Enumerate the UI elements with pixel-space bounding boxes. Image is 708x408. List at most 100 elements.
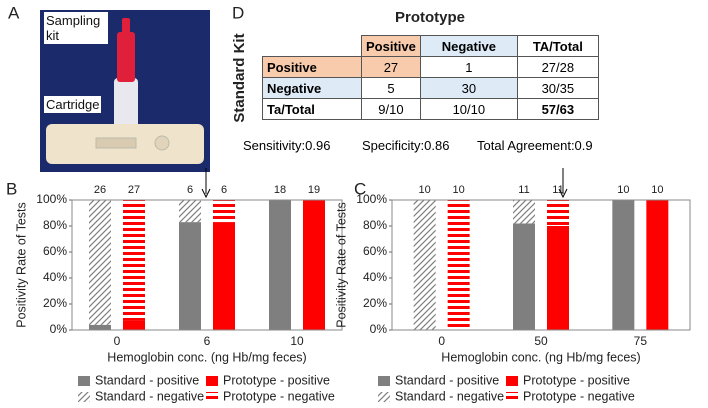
y-tick-label: 40% (43, 270, 67, 284)
y-tick-label: 20% (363, 296, 387, 310)
y-axis-label: Positivity Rate of Tests (334, 202, 348, 328)
bar-total: 11 (552, 184, 563, 196)
column-header: Positive (361, 35, 421, 57)
row-header: Negative (262, 77, 362, 99)
bar-negative (123, 200, 145, 321)
bar-negative (179, 200, 201, 223)
bar-total: 18 (274, 184, 286, 196)
legend-swatch (506, 376, 518, 386)
y-tick-label: 0% (50, 322, 68, 336)
row-header: Ta/Total (262, 98, 362, 120)
panel-label: C (354, 179, 366, 198)
bar-negative (547, 200, 569, 226)
legend-swatch (506, 392, 518, 402)
y-tick-label: 100% (356, 192, 387, 206)
legend-label: Standard - positive (395, 373, 499, 387)
tube-cap (117, 32, 135, 82)
legend-label: Prototype - negative (223, 389, 335, 403)
agreement-table: Positive Negative TA/Total Positive 27 1… (262, 35, 599, 120)
bar-positive (303, 200, 325, 330)
metric: Sensitivity:0.96 (243, 138, 331, 153)
x-tick-label: 6 (204, 334, 211, 348)
x-tick-label: 50 (534, 334, 548, 348)
legend-swatch (206, 376, 218, 386)
legend-label: Prototype - negative (523, 389, 635, 403)
cell: 5 (361, 77, 421, 99)
y-tick-label: 60% (43, 244, 67, 258)
bar-negative (513, 200, 535, 224)
bar-total: 10 (617, 184, 629, 196)
bar-total: 11 (518, 184, 529, 196)
bar-positive (179, 222, 201, 330)
photo-label: Cartridge (44, 96, 102, 113)
y-tick-label: 100% (36, 192, 67, 206)
y-tick-label: 80% (363, 218, 387, 232)
y-tick-label: 40% (363, 270, 387, 284)
bar-positive (269, 200, 291, 330)
bar-negative (213, 200, 235, 223)
bar-positive (646, 200, 669, 330)
metric: Specificity:0.86 (362, 138, 450, 153)
panel-label: D (232, 3, 244, 22)
bar-total: 26 (94, 184, 106, 196)
photo-label: Sampling kit (44, 12, 108, 44)
tube-tip (122, 18, 130, 34)
legend-label: Standard - positive (95, 373, 199, 387)
column-header: Negative (419, 35, 518, 57)
cell: 9/10 (361, 98, 421, 120)
legend-swatch (78, 376, 90, 386)
bar-negative (89, 200, 111, 325)
bar-positive (547, 226, 569, 330)
panel-label: B (6, 179, 17, 198)
x-tick-label: 10 (290, 334, 304, 348)
y-tick-label: 0% (370, 322, 388, 336)
x-axis-label: Hemoglobin conc. (ng Hb/mg feces) (107, 350, 306, 364)
bar-total: 6 (221, 184, 227, 196)
empty-cell (263, 36, 362, 57)
cell: 30/35 (516, 77, 599, 99)
bar-positive (89, 324, 111, 330)
legend-label: Standard - negative (95, 389, 204, 403)
metric: Total Agreement:0.9 (477, 138, 593, 153)
legend-label: Standard - negative (395, 389, 504, 403)
x-tick-label: 0 (114, 334, 121, 348)
panel-label: A (8, 3, 20, 22)
bar-total: 19 (308, 184, 320, 196)
plot-frame (71, 199, 343, 331)
bar-total: 27 (128, 184, 140, 196)
cell: 1 (419, 56, 518, 78)
cell: 57/63 (516, 98, 599, 120)
cell: 27/28 (516, 56, 599, 78)
cell: 30 (419, 77, 518, 99)
y-axis-label: Positivity Rate of Tests (14, 202, 28, 328)
bar-total: 10 (651, 184, 663, 196)
bar-total: 6 (187, 184, 193, 196)
plot-frame (391, 199, 691, 331)
table-title: Prototype (395, 9, 465, 26)
x-tick-label: 0 (438, 334, 445, 348)
cell: 10/10 (419, 98, 518, 120)
bar-negative (447, 200, 470, 330)
y-tick-label: 60% (363, 244, 387, 258)
legend-swatch (206, 392, 218, 402)
bar-total: 10 (419, 184, 431, 196)
cartridge-window (95, 137, 137, 149)
y-tick-label: 80% (43, 218, 67, 232)
cell: 27 (361, 56, 421, 78)
x-axis-label: Hemoglobin conc. (ng Hb/mg feces) (441, 350, 640, 364)
arrow-head (558, 188, 568, 199)
bar-positive (612, 200, 635, 330)
column-header: TA/Total (516, 35, 599, 57)
bar-negative (413, 200, 436, 330)
arrow-head (201, 188, 211, 199)
legend-swatch (378, 392, 390, 402)
y-tick-label: 20% (43, 296, 67, 310)
bar-positive (513, 223, 535, 330)
bar-positive (123, 320, 145, 330)
table-row-header: Standard Kit (231, 33, 248, 122)
bar-total: 10 (453, 184, 465, 196)
row-header: Positive (262, 56, 362, 78)
bar-positive (213, 222, 235, 330)
x-tick-label: 75 (634, 334, 648, 348)
